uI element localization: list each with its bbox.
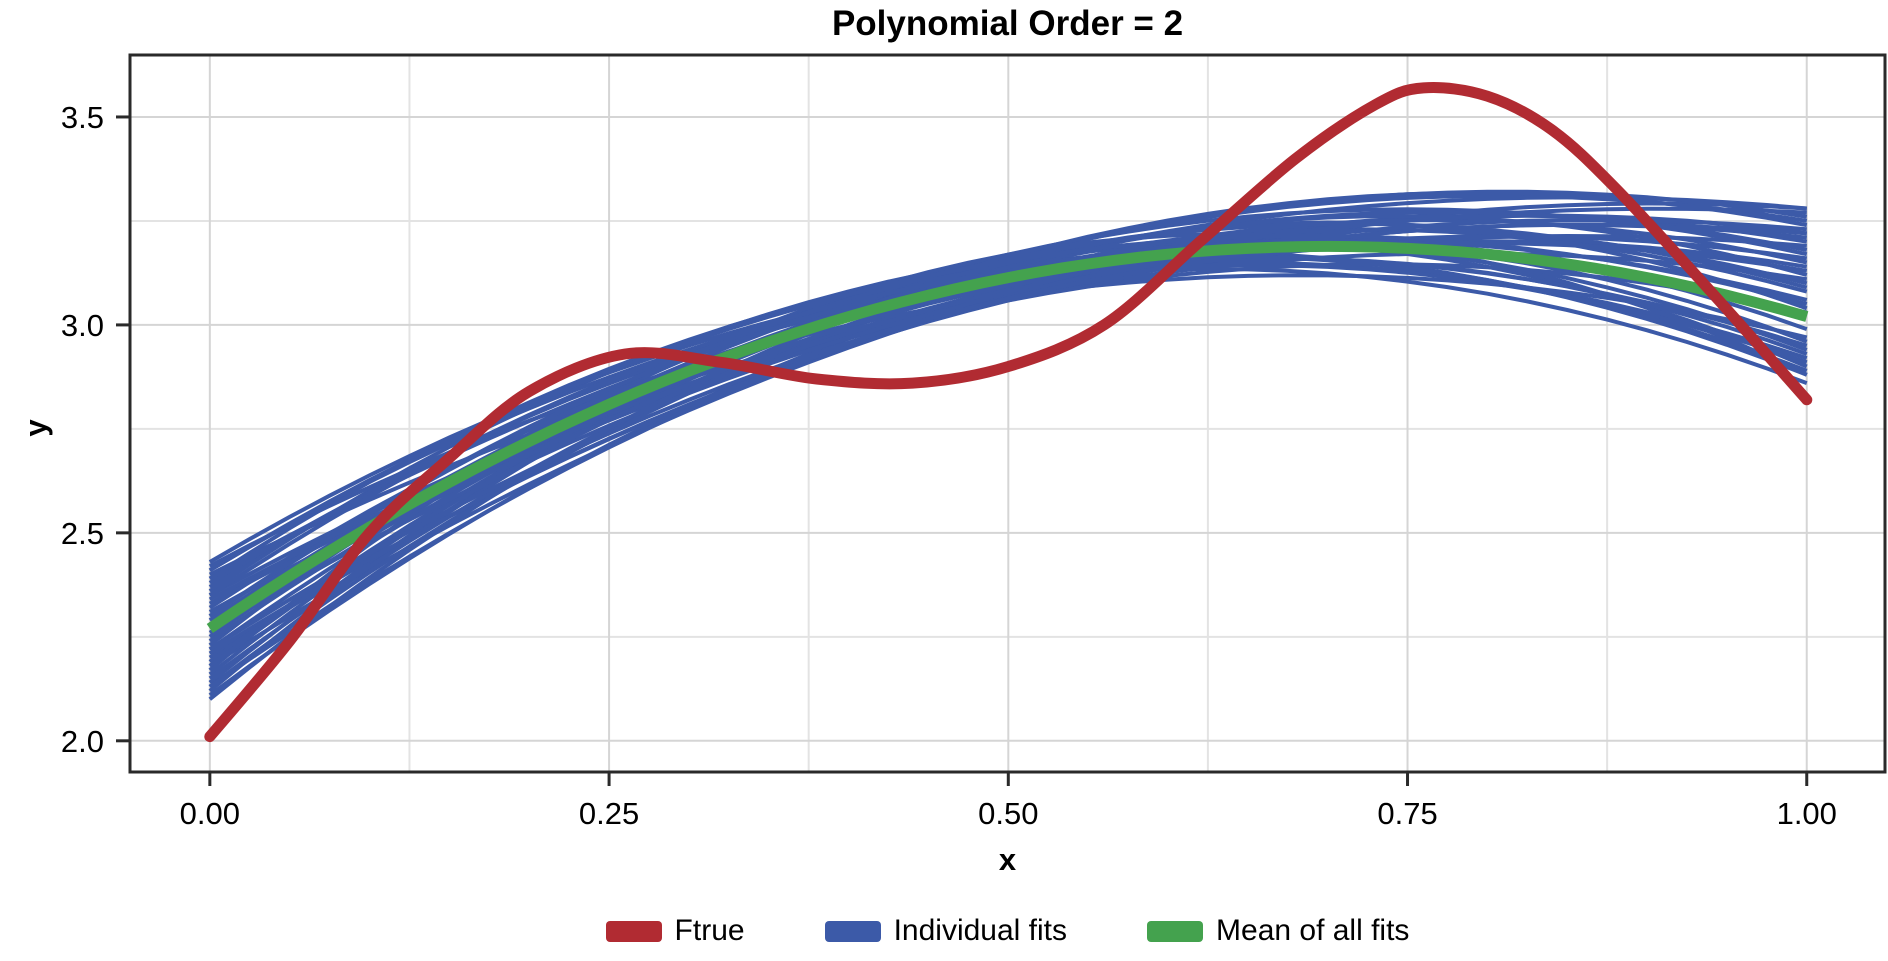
chart-title: Polynomial Order = 2	[831, 4, 1184, 43]
legend-swatch	[1147, 920, 1204, 942]
x-axis-label: x	[998, 842, 1017, 877]
y-tick-label: 2.0	[61, 724, 104, 759]
y-tick-label: 2.5	[61, 516, 104, 551]
legend-item-ftrue: Ftrue	[605, 914, 745, 948]
x-tick-label: 0.50	[978, 796, 1038, 831]
x-tick-label: 0.25	[579, 796, 639, 831]
legend-item-mean-of-fits: Mean of all fits	[1147, 914, 1409, 948]
individual-fit-line	[208, 214, 1808, 701]
individual-fit-line	[208, 221, 1808, 618]
legend-swatch	[824, 920, 881, 942]
legend-label: Ftrue	[674, 914, 745, 947]
individual-fit-line	[208, 256, 1808, 668]
x-tick-label: 0.00	[180, 796, 240, 831]
legend: Ftrue Individual fits Mean of all fits	[130, 914, 1885, 948]
x-tick-label: 0.75	[1377, 796, 1437, 831]
individual-fit-line	[208, 262, 1808, 627]
y-tick-label: 3.5	[61, 100, 104, 135]
y-axis-label: y	[18, 419, 53, 437]
legend-label: Individual fits	[893, 914, 1068, 947]
legend-swatch	[605, 920, 662, 942]
mean-fit-line	[206, 240, 1809, 634]
legend-label: Mean of all fits	[1216, 914, 1410, 947]
legend-item-individual-fits: Individual fits	[824, 914, 1068, 948]
y-tick-label: 3.0	[61, 308, 104, 343]
individual-fit-line	[208, 241, 1808, 651]
ftrue-line	[204, 82, 1813, 743]
x-tick-label: 1.00	[1777, 796, 1837, 831]
individual-fit-line	[208, 213, 1808, 689]
